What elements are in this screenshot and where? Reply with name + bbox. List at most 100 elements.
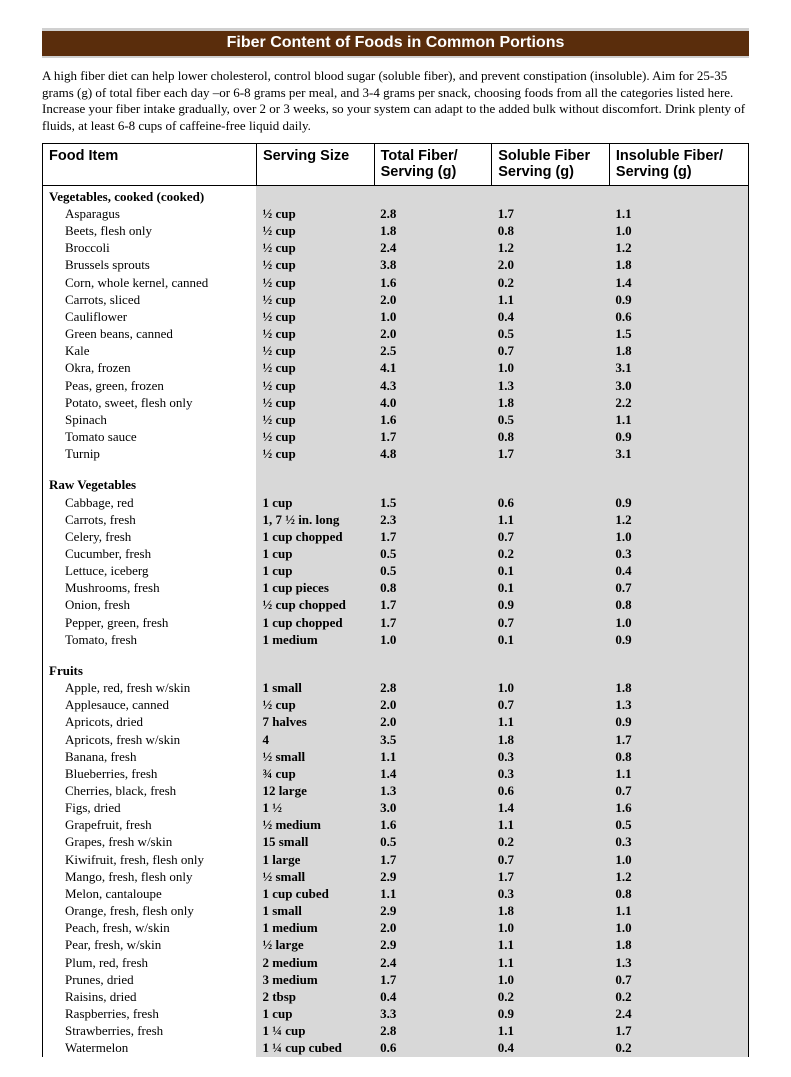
value-cell: 1.0: [609, 919, 748, 936]
table-row: Applesauce, canned½ cup2.00.71.3: [43, 696, 749, 713]
food-name: Green beans, canned: [43, 325, 257, 342]
value-cell: 4.1: [374, 359, 492, 376]
value-cell: 0.8: [374, 579, 492, 596]
food-name: Corn, whole kernel, canned: [43, 274, 257, 291]
intro-paragraph: A high fiber diet can help lower cholest…: [42, 68, 749, 135]
value-cell: 1.7: [374, 596, 492, 613]
table-row: Carrots, sliced½ cup2.01.10.9: [43, 291, 749, 308]
value-cell: 0.6: [609, 308, 748, 325]
table-row: Figs, dried1 ½3.01.41.6: [43, 799, 749, 816]
food-name: Kiwifruit, fresh, flesh only: [43, 851, 257, 868]
value-cell: 1.0: [492, 679, 610, 696]
value-cell: 2.4: [374, 239, 492, 256]
value-cell: 1.7: [609, 1022, 748, 1039]
value-cell: 1.0: [492, 359, 610, 376]
food-name: Watermelon: [43, 1039, 257, 1056]
value-cell: 1.0: [609, 528, 748, 545]
value-cell: 7 halves: [256, 713, 374, 730]
col-header-serving: Serving Size: [256, 143, 374, 185]
section-heading: Fruits: [43, 660, 257, 679]
value-cell: 1.1: [492, 816, 610, 833]
value-cell: 0.5: [374, 545, 492, 562]
value-cell: 1.0: [374, 308, 492, 325]
value-cell: 1.1: [492, 936, 610, 953]
table-row: Peach, fresh, w/skin1 medium2.01.01.0: [43, 919, 749, 936]
value-cell: 0.2: [492, 545, 610, 562]
table-row: Watermelon1 ¼ cup cubed0.60.40.2: [43, 1039, 749, 1056]
value-cell: 2.0: [492, 256, 610, 273]
value-cell: ½ cup: [256, 428, 374, 445]
value-cell: 0.3: [609, 833, 748, 850]
table-row: Raspberries, fresh1 cup3.30.92.4: [43, 1005, 749, 1022]
value-cell: 3.0: [609, 377, 748, 394]
food-name: Pepper, green, fresh: [43, 614, 257, 631]
value-cell: ¾ cup: [256, 765, 374, 782]
food-name: Cauliflower: [43, 308, 257, 325]
value-cell: 1.2: [609, 239, 748, 256]
value-cell: 1.4: [492, 799, 610, 816]
col-header-soluble: Soluble Fiber Serving (g): [492, 143, 610, 185]
value-cell: 0.7: [492, 528, 610, 545]
value-cell: 0.6: [374, 1039, 492, 1056]
value-cell: 15 small: [256, 833, 374, 850]
value-cell: 0.2: [492, 833, 610, 850]
table-row: Onion, fresh½ cup chopped1.70.90.8: [43, 596, 749, 613]
table-row: Spinach½ cup1.60.51.1: [43, 411, 749, 428]
table-header: Food Item Serving Size Total Fiber/ Serv…: [43, 143, 749, 185]
value-cell: 2.5: [374, 342, 492, 359]
value-cell: 1.1: [609, 411, 748, 428]
value-cell: 0.8: [492, 222, 610, 239]
value-cell: 1 medium: [256, 919, 374, 936]
table-row: Prunes, dried3 medium1.71.00.7: [43, 971, 749, 988]
value-cell: 2.0: [374, 325, 492, 342]
food-name: Melon, cantaloupe: [43, 885, 257, 902]
value-cell: ½ large: [256, 936, 374, 953]
empty-cell: [609, 185, 748, 205]
table-row: Banana, fresh½ small1.10.30.8: [43, 748, 749, 765]
value-cell: 2.3: [374, 511, 492, 528]
value-cell: 1.1: [609, 902, 748, 919]
value-cell: 0.7: [609, 782, 748, 799]
food-name: Mushrooms, fresh: [43, 579, 257, 596]
food-name: Raisins, dried: [43, 988, 257, 1005]
value-cell: 1.7: [374, 851, 492, 868]
food-name: Onion, fresh: [43, 596, 257, 613]
value-cell: 2.0: [374, 713, 492, 730]
value-cell: 2.4: [374, 954, 492, 971]
value-cell: 1.1: [492, 291, 610, 308]
value-cell: 1.0: [609, 222, 748, 239]
value-cell: 0.5: [374, 833, 492, 850]
value-cell: 0.9: [609, 494, 748, 511]
food-name: Lettuce, iceberg: [43, 562, 257, 579]
value-cell: 1.7: [492, 445, 610, 462]
value-cell: 1 cup pieces: [256, 579, 374, 596]
value-cell: ½ cup: [256, 359, 374, 376]
value-cell: 3.8: [374, 256, 492, 273]
food-name: Plum, red, fresh: [43, 954, 257, 971]
food-name: Grapefruit, fresh: [43, 816, 257, 833]
value-cell: 4.8: [374, 445, 492, 462]
food-name: Blueberries, fresh: [43, 765, 257, 782]
value-cell: 0.8: [609, 885, 748, 902]
table-row: Strawberries, fresh1 ¼ cup2.81.11.7: [43, 1022, 749, 1039]
empty-cell: [492, 185, 610, 205]
value-cell: 1.7: [492, 205, 610, 222]
food-name: Tomato, fresh: [43, 631, 257, 648]
value-cell: 0.2: [609, 1039, 748, 1056]
food-name: Grapes, fresh w/skin: [43, 833, 257, 850]
value-cell: 0.1: [492, 562, 610, 579]
food-name: Carrots, sliced: [43, 291, 257, 308]
food-name: Broccoli: [43, 239, 257, 256]
table-row: Grapes, fresh w/skin15 small0.50.20.3: [43, 833, 749, 850]
food-name: Strawberries, fresh: [43, 1022, 257, 1039]
food-name: Potato, sweet, flesh only: [43, 394, 257, 411]
value-cell: 0.4: [492, 1039, 610, 1056]
table-row: Pear, fresh, w/skin½ large2.91.11.8: [43, 936, 749, 953]
value-cell: 1.7: [374, 971, 492, 988]
value-cell: 0.7: [492, 614, 610, 631]
value-cell: 2.4: [609, 1005, 748, 1022]
table-row: Apple, red, fresh w/skin1 small2.81.01.8: [43, 679, 749, 696]
table-row: Broccoli½ cup2.41.21.2: [43, 239, 749, 256]
value-cell: 2.8: [374, 1022, 492, 1039]
page: Fiber Content of Foods in Common Portion…: [0, 0, 791, 1077]
